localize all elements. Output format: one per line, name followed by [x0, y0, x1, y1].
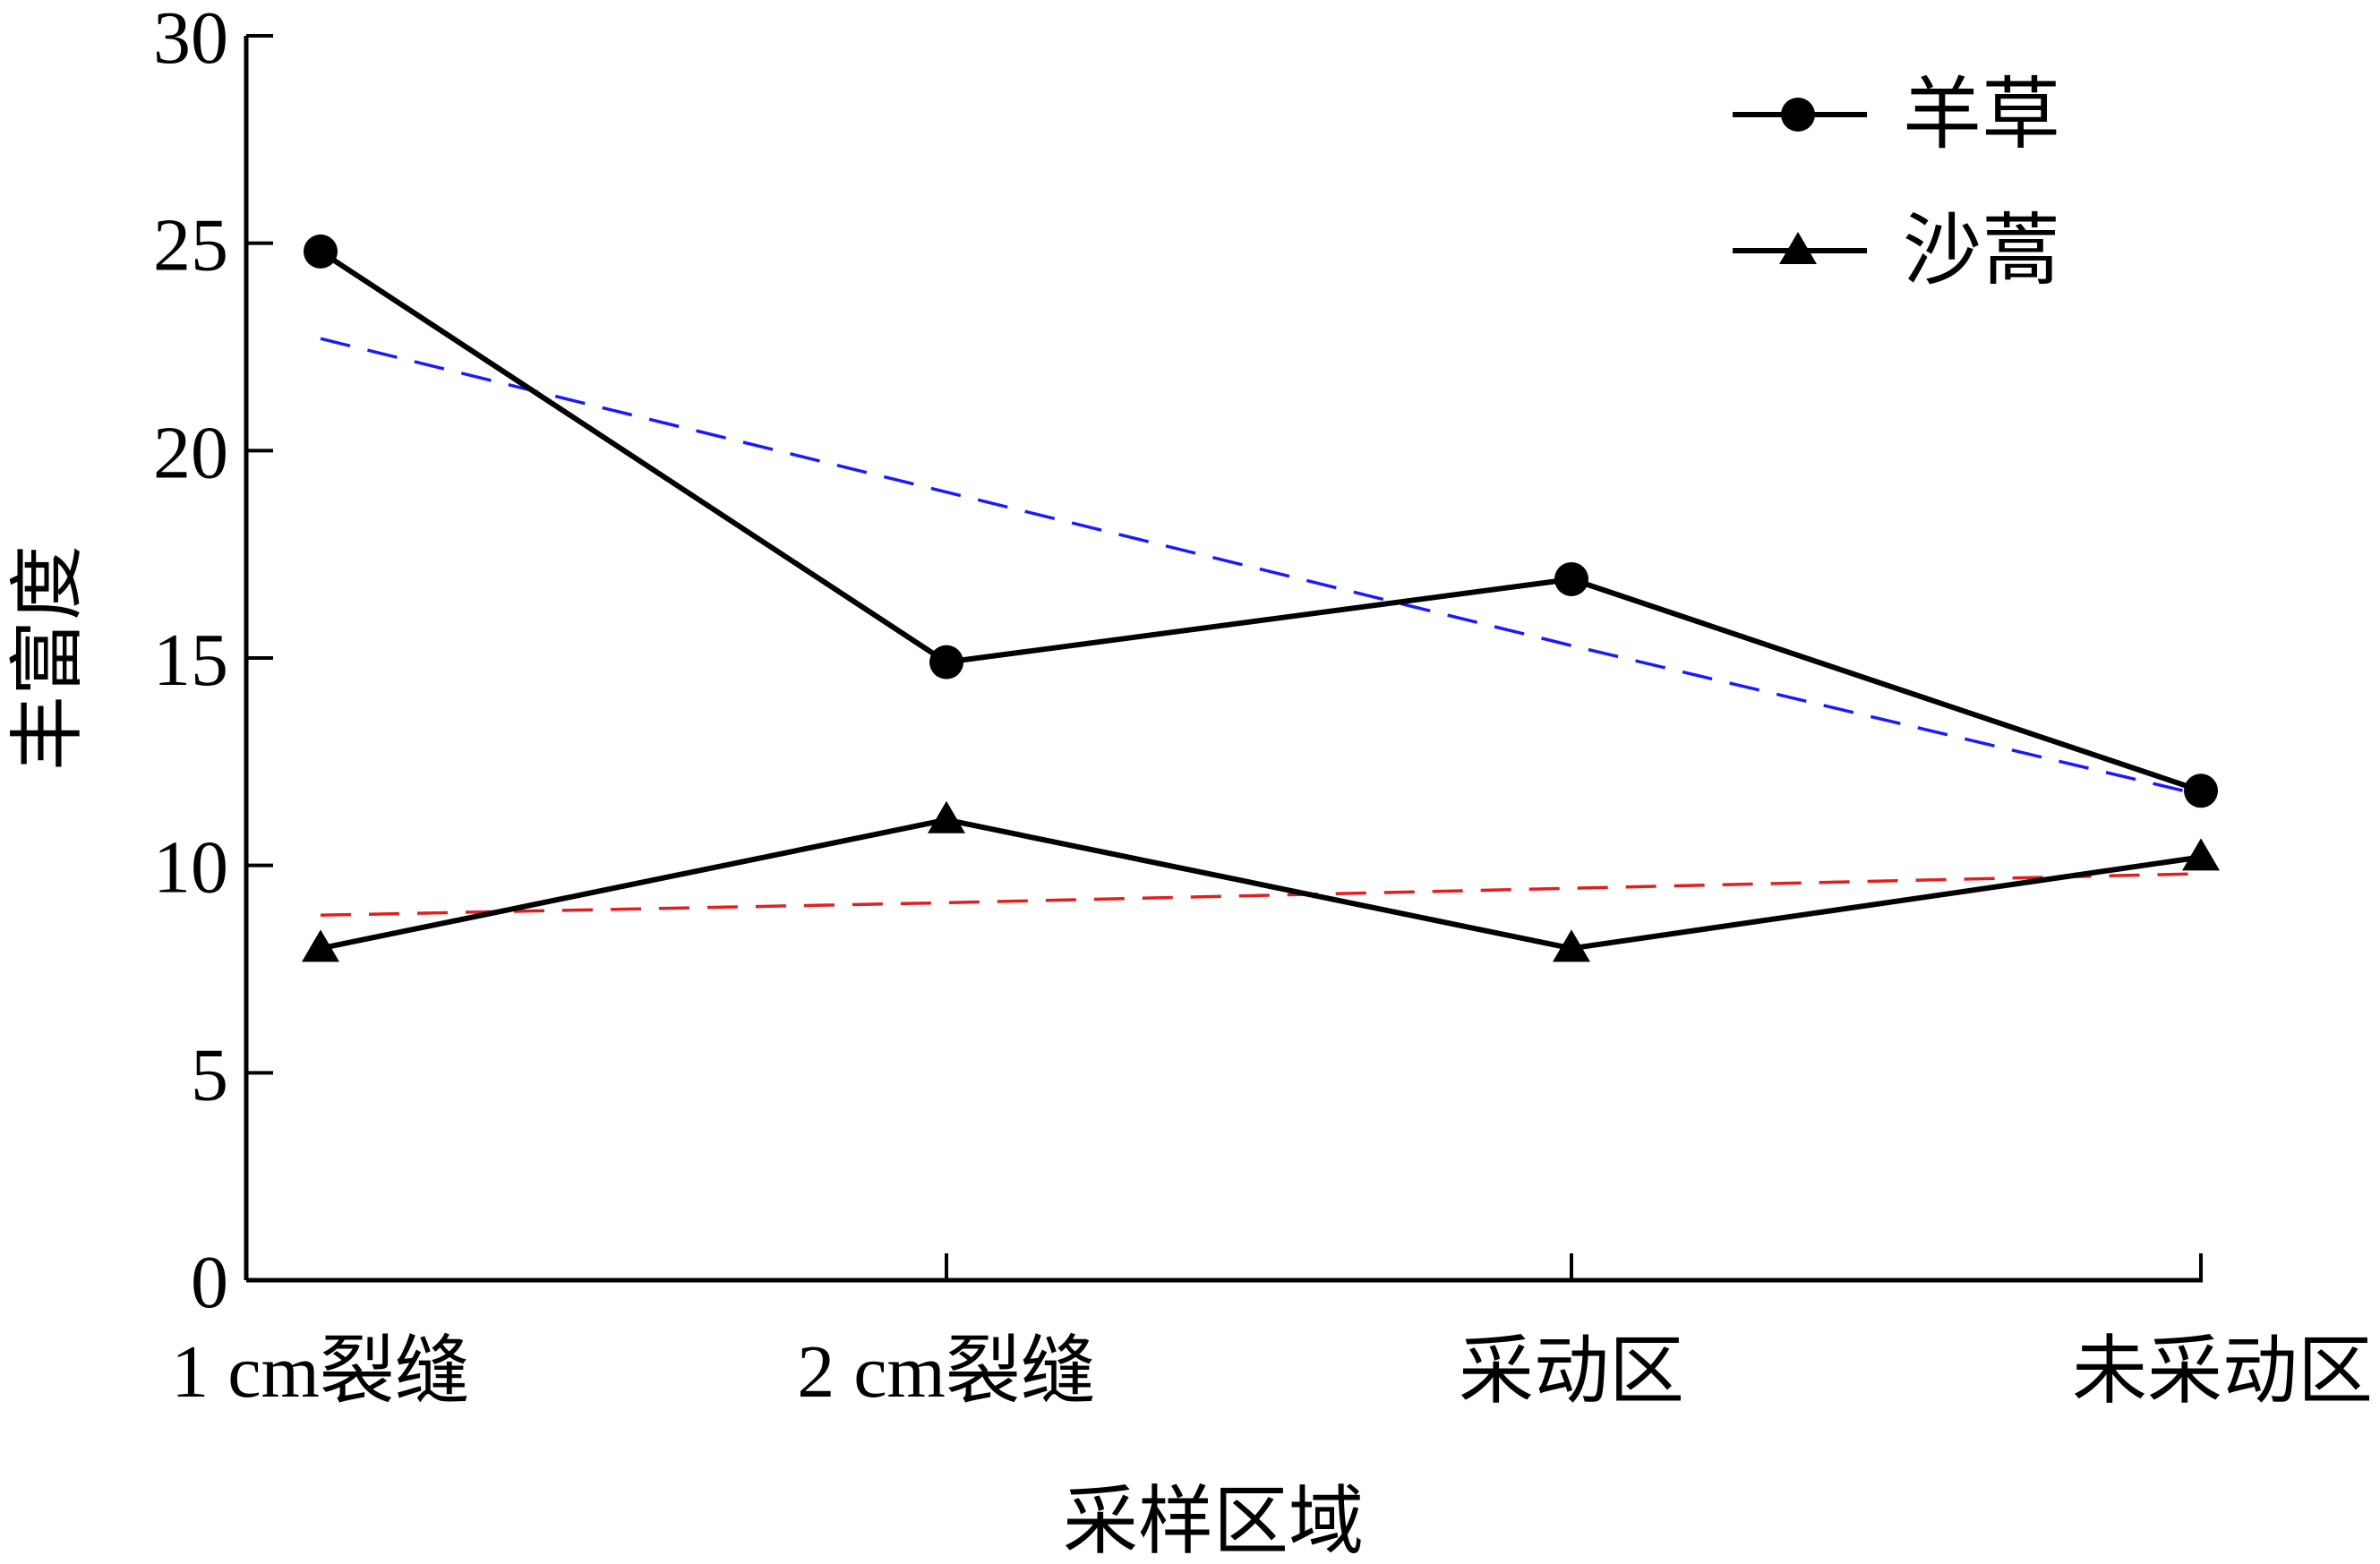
x-axis-title: 采样区域	[1063, 1481, 1364, 1564]
series-line	[320, 816, 2202, 952]
data-point	[302, 929, 339, 962]
x-category-label: 未采动区	[2072, 1330, 2373, 1414]
series-group	[302, 234, 2220, 962]
x-category-label: 2 cm裂缝	[797, 1330, 1096, 1414]
y-axis-title: 丰富度	[7, 545, 90, 771]
series-line	[319, 249, 2202, 794]
data-point	[2182, 838, 2220, 871]
y-tick-label: 30	[153, 0, 228, 80]
legend-marker	[1779, 232, 1817, 264]
y-tick-label: 15	[153, 619, 228, 702]
y-ticks: 0 5 10 15 20 25 30	[153, 0, 273, 1324]
trendlines	[320, 337, 2202, 918]
trendline	[320, 872, 2202, 918]
y-tick-label: 0	[191, 1241, 228, 1324]
data-point	[928, 800, 965, 833]
data-point	[1553, 929, 1590, 962]
y-tick-label: 25	[153, 204, 228, 287]
data-point	[304, 234, 338, 269]
y-tick-label: 10	[153, 826, 228, 910]
data-point	[1554, 561, 1588, 596]
x-ticks: 1 cm裂缝 2 cm裂缝 采动区 未采动区	[171, 1253, 2373, 1414]
legend-marker	[1781, 98, 1815, 132]
y-tick-label: 5	[191, 1033, 228, 1116]
legend-label: 羊草	[1903, 73, 2060, 159]
data-point	[2184, 773, 2218, 808]
legend-label: 沙蒿	[1903, 209, 2060, 295]
x-category-label: 1 cm裂缝	[171, 1330, 470, 1414]
y-tick-label: 20	[153, 411, 228, 494]
x-category-label: 采动区	[1459, 1330, 1684, 1414]
data-point	[929, 645, 963, 679]
trendline	[320, 337, 2202, 797]
